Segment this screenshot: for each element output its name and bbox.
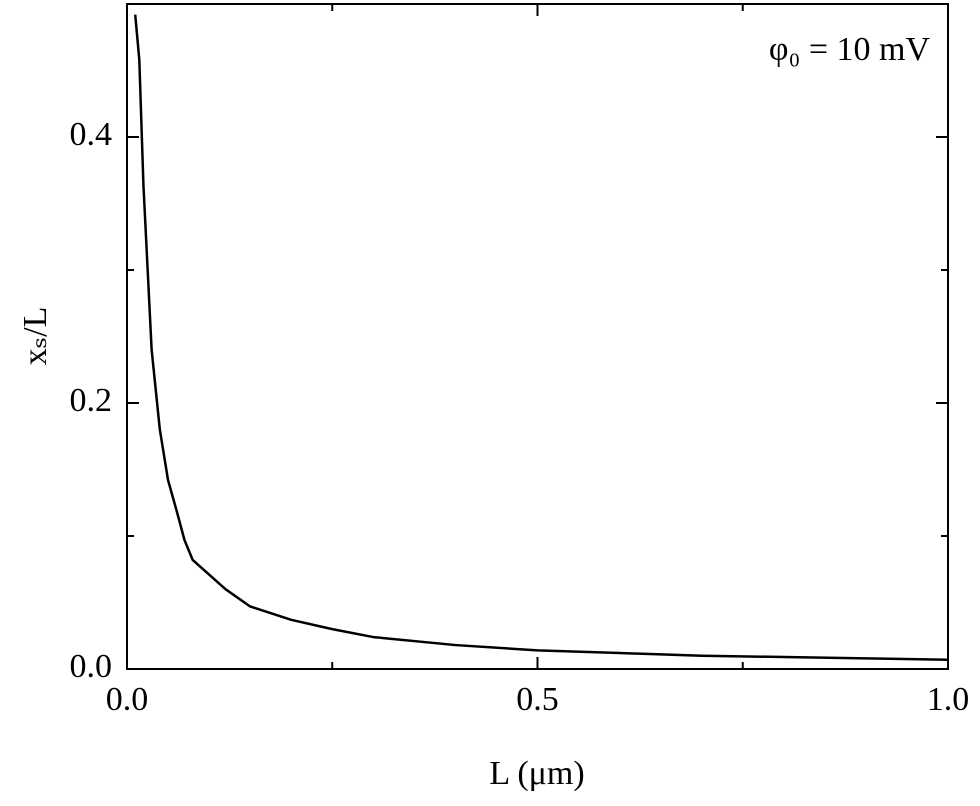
x-tick-label: 0.0: [106, 681, 149, 718]
y-axis-label: xₛ/L: [17, 307, 54, 366]
data-line: [133, 14, 949, 661]
plot-frame: [126, 3, 949, 670]
y-tick-label: 0.4: [70, 116, 113, 153]
y-tick-label: 0.0: [70, 648, 113, 685]
x-tick-label: 0.5: [516, 681, 559, 718]
x-tick-label: 1.0: [927, 681, 970, 718]
annotation: φ₀ = 10 mV: [769, 31, 931, 68]
y-tick-label: 0.2: [70, 382, 113, 419]
x-axis-label: L (μm): [489, 755, 584, 792]
